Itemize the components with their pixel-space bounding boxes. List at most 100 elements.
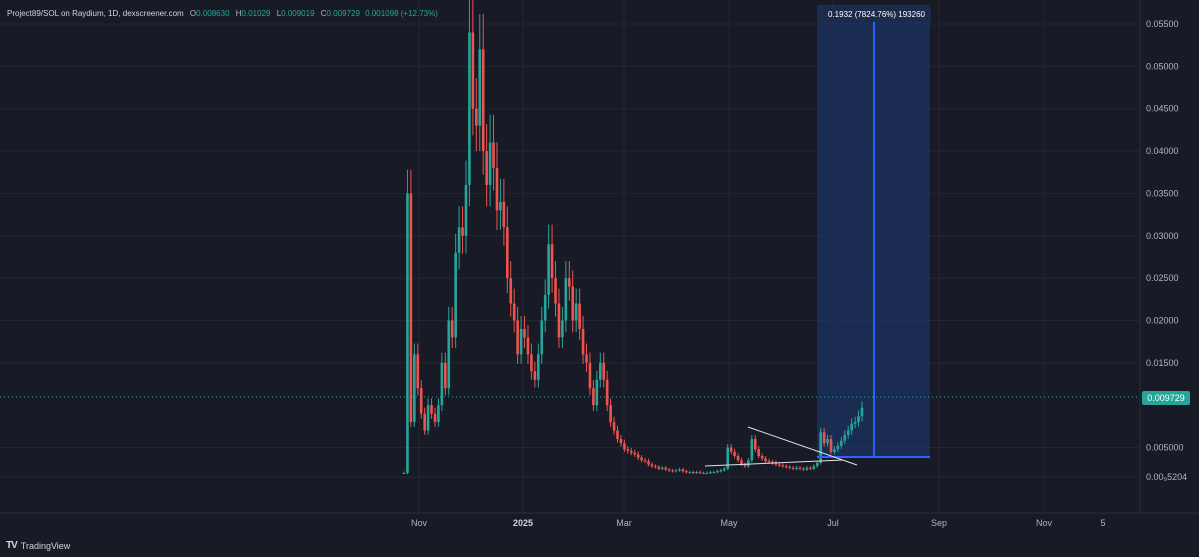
candle-body <box>657 467 661 469</box>
candle-body <box>502 201 506 228</box>
tradingview-logo[interactable]: TV TradingView <box>6 540 70 551</box>
candle-body <box>454 252 457 338</box>
candle-body <box>757 449 760 456</box>
candle-body <box>409 193 413 423</box>
candle-body <box>843 434 847 441</box>
candle-body <box>647 461 650 465</box>
candle-body <box>602 362 606 380</box>
candle-body <box>419 388 423 414</box>
candle-body <box>791 467 795 469</box>
time-tick-jul: Jul <box>827 518 839 528</box>
candle-body <box>802 468 805 470</box>
candle-body <box>685 471 688 473</box>
candle-body <box>705 472 709 474</box>
candle-body <box>516 320 519 355</box>
candle-body <box>464 184 468 236</box>
price-tick: 0.05500 <box>1146 19 1179 29</box>
candle-body <box>478 49 482 126</box>
legend-low-key: L <box>276 9 282 18</box>
candle-body <box>747 460 750 467</box>
candle-body <box>523 328 526 338</box>
candle-body <box>650 464 654 467</box>
candle-body <box>795 467 798 469</box>
candle-body <box>815 462 819 467</box>
time-tick-may: May <box>720 518 738 528</box>
candle-body <box>760 455 764 459</box>
candle-body <box>495 167 499 211</box>
candle-body <box>440 362 444 406</box>
candle-body <box>846 430 850 435</box>
legend-close-key: C <box>320 9 327 18</box>
trendline-lower[interactable] <box>704 459 844 467</box>
price-tick: 0.02000 <box>1146 315 1179 325</box>
candle-body <box>719 470 723 472</box>
candle-body <box>616 430 619 440</box>
candle-body <box>585 354 588 363</box>
candle-body <box>485 151 488 185</box>
candle-body <box>492 142 495 168</box>
candle-body <box>688 472 692 474</box>
candle-body <box>468 32 471 185</box>
candle-body <box>530 354 533 372</box>
legend-close: 0.009729 <box>326 9 360 18</box>
trendline-upper[interactable] <box>747 426 858 466</box>
candle-body <box>543 295 547 321</box>
candle-body <box>788 467 791 469</box>
candle-body <box>561 320 564 338</box>
candle-body <box>609 405 612 423</box>
candle-body <box>526 337 530 355</box>
candle-body <box>636 454 640 458</box>
candle-body <box>667 469 671 471</box>
candle-body <box>857 416 860 423</box>
price-tick: 0.03500 <box>1146 188 1179 198</box>
candle-body <box>461 227 464 236</box>
candle-body <box>812 466 816 469</box>
measure-label: 0.1932 (7824.76%) 193260 <box>822 7 931 22</box>
candle-body <box>764 458 767 462</box>
candle-body <box>450 320 454 338</box>
candle-body <box>660 467 664 469</box>
candle-body <box>784 466 788 468</box>
candle-body <box>423 413 426 431</box>
candle-body <box>740 460 743 465</box>
candle-body <box>633 452 637 455</box>
price-tick: 0.04500 <box>1146 104 1179 114</box>
candles <box>402 0 864 475</box>
time-tick-nov: Nov <box>411 518 428 528</box>
candle-body <box>547 244 550 296</box>
time-tick-mar: Mar <box>616 518 632 528</box>
candle-body <box>598 362 602 380</box>
price-tick: 0.01500 <box>1146 358 1179 368</box>
candle-body <box>771 461 774 463</box>
candle-body <box>664 467 668 470</box>
candle-body <box>850 423 853 431</box>
candle-body <box>698 472 702 474</box>
candle-body <box>554 278 557 304</box>
candle-body <box>588 362 592 389</box>
price-axis[interactable]: 0.05500 0.05000 0.04500 0.04000 0.03500 0.030… <box>1146 19 1187 482</box>
candle-body <box>402 472 406 474</box>
candle-body <box>671 470 674 472</box>
candle-body <box>840 440 843 446</box>
candle-body <box>581 328 585 355</box>
legend-high: 0.01029 <box>241 9 271 18</box>
candle-body <box>550 244 554 279</box>
time-axis[interactable]: Nov 2025 Mar May Jul Sep Nov 5 <box>411 518 1106 528</box>
candle-body <box>712 472 716 474</box>
candle-body <box>564 278 568 321</box>
legend-high-key: H <box>235 9 242 18</box>
legend-change: 0.001098 (+12.73%) <box>365 9 438 18</box>
candle-body <box>774 462 778 465</box>
candle-body <box>778 464 781 466</box>
candle-body <box>681 469 685 472</box>
candle-body <box>433 413 437 423</box>
candle-body <box>540 320 544 355</box>
candle-body <box>860 407 864 417</box>
candle-body <box>736 455 740 461</box>
price-tick: 0.02500 <box>1146 273 1179 283</box>
candle-body <box>805 467 809 470</box>
price-tick: 0.04000 <box>1146 146 1179 156</box>
candle-body <box>753 439 757 450</box>
